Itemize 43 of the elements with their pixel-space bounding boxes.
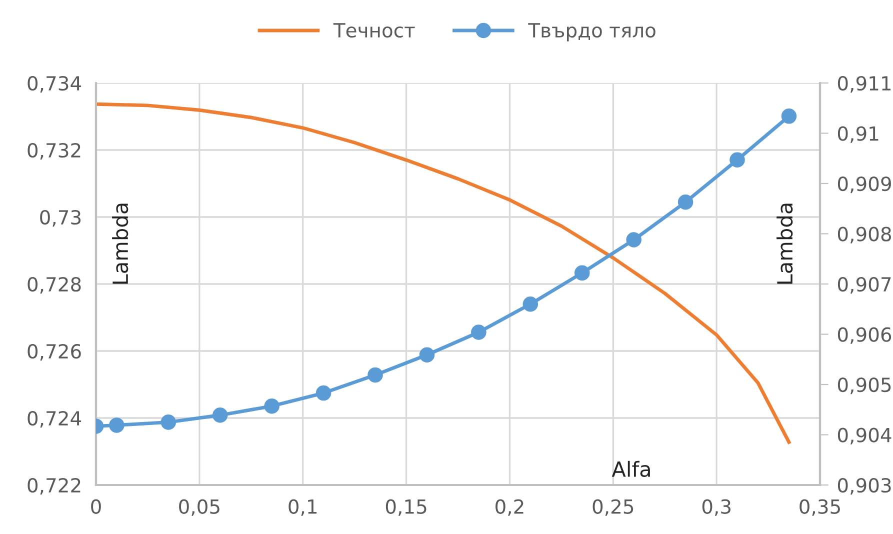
point	[574, 265, 590, 281]
y2-tick-label: 0,903	[838, 478, 891, 495]
x-tick-label: 0,35	[800, 499, 840, 516]
y-axis-title: Lambda	[112, 204, 128, 284]
point	[212, 408, 228, 423]
legend-label: Твърдо тяло	[528, 23, 656, 42]
point	[160, 414, 176, 430]
y-tick-label: 0,724	[28, 410, 82, 428]
point	[264, 398, 280, 414]
x-axis-title: Alfa	[612, 460, 650, 478]
point	[471, 324, 486, 340]
y2-tick-label: 0,904	[838, 428, 892, 444]
x-tick-label: 0,3	[702, 499, 730, 516]
y2-tick-label: 0,909	[838, 176, 891, 194]
x-tick-label: 0,2	[496, 499, 524, 516]
y2-axis-title: Lambda	[776, 204, 793, 284]
y-tick-label: 0,728	[28, 276, 81, 294]
y2-tick-label: 0,908	[838, 226, 891, 244]
x-tick-label: 0,05	[179, 499, 220, 516]
legend-label: Течност	[333, 23, 415, 38]
x-tick-label: 0,1	[288, 499, 317, 516]
point	[368, 367, 383, 383]
point	[419, 347, 435, 362]
x-tick-label: 0,25	[592, 499, 634, 516]
point	[781, 108, 797, 124]
y-tick-label: 0,73	[40, 210, 81, 227]
point	[316, 385, 332, 401]
point	[626, 232, 642, 248]
y2-tick-label: 0,907	[838, 276, 891, 294]
y-tick-label: 0,726	[28, 344, 81, 361]
y2-tick-label: 0,911	[838, 76, 891, 93]
y2-tick-label: 0,91	[838, 126, 878, 143]
point	[522, 296, 538, 312]
y-tick-label: 0,734	[28, 76, 82, 93]
y2-tick-label: 0,905	[838, 377, 891, 394]
y-tick-label: 0,722	[28, 478, 80, 495]
point	[678, 194, 694, 210]
x-tick-label: 0	[91, 499, 101, 514]
point	[109, 418, 124, 433]
point	[730, 152, 745, 168]
y-tick-label: 0,732	[28, 142, 80, 160]
x-tick-label: 0,15	[386, 499, 426, 516]
y2-tick-label: 0,906	[838, 327, 892, 344]
